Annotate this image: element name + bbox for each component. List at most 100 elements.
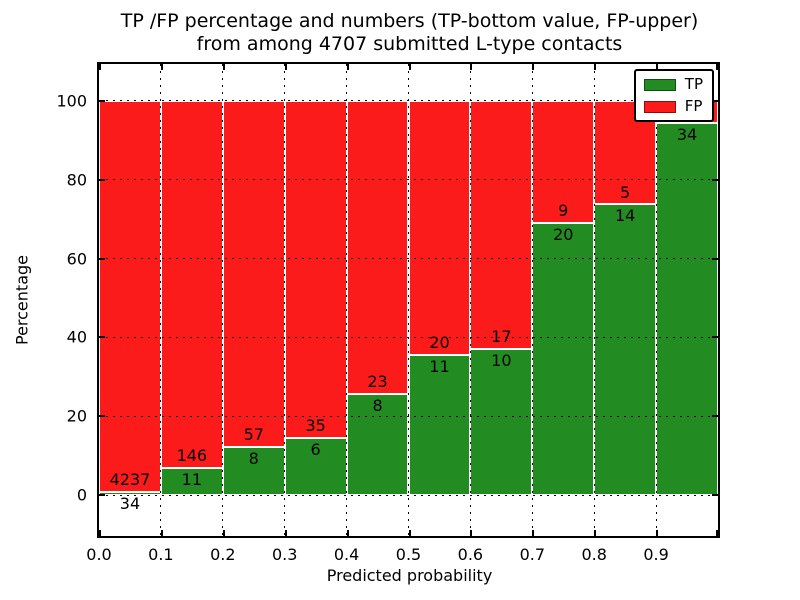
x-tick-mark <box>656 64 659 70</box>
bar-segment-tp <box>346 393 409 496</box>
y-tick-mark <box>712 336 718 339</box>
x-tick-label: 0.8 <box>581 545 607 564</box>
x-gridline <box>222 64 224 536</box>
x-tick-mark <box>594 64 597 70</box>
x-tick-mark <box>594 530 597 536</box>
bar-segment-fp <box>346 100 409 394</box>
x-tick-mark <box>222 530 225 536</box>
bar-label-tp: 8 <box>248 448 259 468</box>
x-gridline <box>469 64 471 536</box>
bar-segment-fp <box>99 100 161 493</box>
bar-label-tp: 11 <box>429 357 450 377</box>
bar-label-tp: 10 <box>491 351 512 371</box>
legend-item-tp: TP <box>643 75 703 93</box>
x-tick-mark <box>284 530 287 536</box>
x-gridline <box>284 64 286 536</box>
bar-segment-tp <box>284 437 347 496</box>
bar-label-fp: 5 <box>620 182 631 202</box>
y-tick-mark <box>712 415 718 418</box>
x-tick-mark <box>99 530 101 536</box>
x-tick-mark <box>408 530 411 536</box>
x-gridline <box>593 64 595 536</box>
y-tick-mark <box>99 178 105 181</box>
x-tick-mark <box>532 530 535 536</box>
fp-legend-swatch <box>643 100 676 113</box>
x-gridline <box>160 64 162 536</box>
y-tick-label: 100 <box>56 91 87 111</box>
x-tick-mark <box>470 64 473 70</box>
bar-label-tp: 11 <box>181 469 203 489</box>
x-tick-mark <box>222 64 225 70</box>
x-tick-label: 0.2 <box>210 545 236 564</box>
x-tick-mark <box>160 530 163 536</box>
bar-label-fp: 23 <box>367 371 388 391</box>
y-tick-mark <box>99 336 105 339</box>
bar-label-fp: 35 <box>305 415 326 435</box>
bar-label-fp: 17 <box>491 327 512 347</box>
chart-title-line2: from among 4707 submitted L-type contact… <box>196 33 623 55</box>
bar-label-tp: 14 <box>614 206 636 226</box>
bar-label-tp: 20 <box>553 225 574 245</box>
x-axis-title: Predicted probability <box>326 566 493 585</box>
bar-segment-fp <box>222 100 285 447</box>
y-tick-label: 60 <box>66 249 87 269</box>
x-tick-mark <box>160 64 163 70</box>
y-tick-label: 40 <box>66 327 87 347</box>
x-tick-mark <box>346 64 349 70</box>
x-tick-mark <box>716 64 718 70</box>
bar-label-fp: 4237 <box>109 470 151 490</box>
x-tick-mark <box>716 530 718 536</box>
y-tick-label: 80 <box>66 170 87 190</box>
bar-label-tp: 8 <box>372 395 383 415</box>
bar-segment-tp <box>470 349 533 496</box>
bar-label-tp: 6 <box>310 439 321 459</box>
bar-segment-fp <box>160 100 223 468</box>
x-tick-label: 0.9 <box>643 545 669 564</box>
x-tick-label: 0.6 <box>457 545 484 564</box>
tp-legend-label: TP <box>684 75 703 93</box>
y-axis-title: Percentage <box>12 254 32 346</box>
x-tick-label: 0.4 <box>333 545 360 564</box>
x-tick-mark <box>99 64 101 70</box>
y-tick-mark <box>712 178 718 181</box>
legend: TP FP <box>633 69 714 122</box>
bar-segment-fp <box>408 100 471 356</box>
y-tick-label: 20 <box>66 406 87 426</box>
x-tick-label: 0.3 <box>271 545 298 564</box>
y-tick-mark <box>99 415 105 418</box>
fp-legend-label: FP <box>684 97 703 115</box>
plot-area: TP FP 4237 34 146 11 57 8 35 6 23 8 20 11 17 10 9 20 5 14… <box>97 62 720 538</box>
x-tick-mark <box>408 64 411 70</box>
y-tick-mark <box>712 257 718 260</box>
legend-item-fp: FP <box>643 97 703 115</box>
bar-label-fp: 57 <box>243 424 264 444</box>
bar-label-fp: 20 <box>429 333 450 353</box>
x-gridline <box>655 64 657 536</box>
y-tick-mark <box>99 99 105 102</box>
y-tick-mark <box>99 257 105 260</box>
bar-segment-tp <box>594 204 657 496</box>
bar-label-fp: 146 <box>176 445 208 465</box>
x-tick-mark <box>532 64 535 70</box>
y-tick-mark <box>712 494 718 497</box>
tp-legend-swatch <box>643 78 676 91</box>
chart-title: TP /FP percentage and numbers (TP-bottom… <box>99 10 720 56</box>
x-tick-mark <box>656 530 659 536</box>
x-gridline <box>346 64 348 536</box>
bar-segment-tp <box>532 223 595 496</box>
x-tick-label: 0.1 <box>148 545 174 564</box>
chart-title-line1: TP /FP percentage and numbers (TP-bottom… <box>120 10 699 32</box>
x-tick-mark <box>284 64 287 70</box>
x-tick-mark <box>346 530 349 536</box>
x-tick-label: 0.7 <box>519 545 546 564</box>
y-tick-mark <box>712 99 718 102</box>
bar-segment-fp <box>470 100 533 350</box>
y-tick-label: 0 <box>76 485 87 505</box>
bar-label-tp: 34 <box>119 494 141 514</box>
x-tick-mark <box>470 530 473 536</box>
x-gridline <box>531 64 533 536</box>
bar-segment-tp <box>408 355 471 496</box>
x-tick-label: 0.5 <box>395 545 422 564</box>
x-tick-label: 0.0 <box>86 545 112 564</box>
